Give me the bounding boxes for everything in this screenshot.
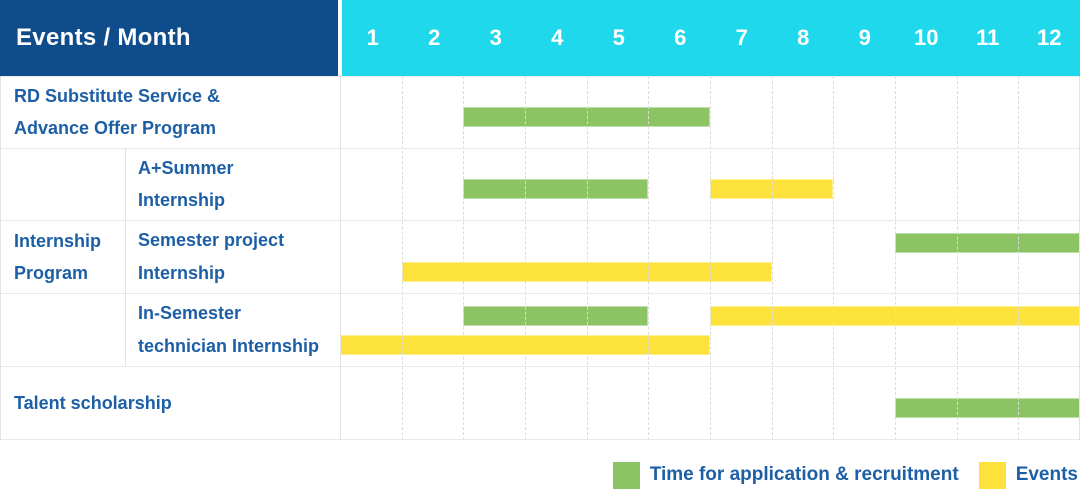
legend: Time for application & recruitment Event… bbox=[612, 461, 1078, 489]
grid-hline bbox=[0, 293, 1080, 294]
month-gridline bbox=[895, 76, 896, 440]
grid-hline bbox=[0, 366, 1080, 367]
table-header-title: Events / Month bbox=[16, 24, 191, 51]
grid-vline-group-divider bbox=[125, 148, 126, 366]
month-label-5: 5 bbox=[612, 25, 625, 50]
month-label-1: 1 bbox=[366, 25, 379, 50]
month-label-7: 7 bbox=[735, 25, 748, 50]
row-label-text: Semester project Internship bbox=[138, 230, 285, 283]
month-gridline bbox=[525, 76, 526, 440]
gantt-bar-application-recruitment bbox=[895, 398, 1080, 418]
gantt-chart-area bbox=[340, 76, 1080, 440]
month-label-4: 4 bbox=[551, 25, 564, 50]
grid-vline-left-border bbox=[0, 76, 1, 440]
legend-swatch-events bbox=[978, 461, 1006, 489]
group-label-internship-program: Internship Program bbox=[0, 148, 125, 366]
legend-label-events: Events bbox=[1015, 464, 1078, 485]
month-gridline bbox=[401, 76, 403, 440]
row-label-talent-scholarship: Talent scholarship bbox=[0, 366, 340, 440]
row-label-text: In-Semester technician Internship bbox=[138, 303, 320, 356]
grid-hline bbox=[0, 148, 1080, 149]
month-label-11: 11 bbox=[976, 25, 1000, 50]
month-gridline bbox=[463, 76, 465, 440]
month-gridline bbox=[648, 76, 650, 440]
grid-hline bbox=[0, 220, 1080, 221]
month-gridline bbox=[956, 76, 958, 440]
month-label-2: 2 bbox=[428, 25, 441, 50]
row-label-semester-project-internship: Semester project Internship bbox=[125, 220, 340, 293]
grid-vline-labels-chart-divider bbox=[340, 76, 341, 440]
month-gridline bbox=[833, 76, 835, 440]
grid-hline bbox=[0, 76, 1080, 77]
row-label-rd-substitute-service: RD Substitute Service & Advance Offer Pr… bbox=[0, 76, 340, 148]
group-label-text: Internship Program bbox=[14, 230, 102, 283]
legend-swatch-application-recruitment bbox=[612, 461, 640, 489]
month-label-10: 10 bbox=[914, 25, 939, 50]
row-label-text: A+Summer Internship bbox=[138, 157, 234, 210]
month-header-row: 1 2 3 4 5 6 7 8 9 10 11 12 bbox=[342, 0, 1080, 76]
row-label-text: Talent scholarship bbox=[14, 392, 172, 413]
row-label-in-semester-technician-internship: In-Semester technician Internship bbox=[125, 293, 340, 366]
month-label-12: 12 bbox=[1037, 25, 1062, 50]
table-header-cell: Events / Month bbox=[0, 0, 338, 76]
month-gridline bbox=[710, 76, 711, 440]
legend-label-application-recruitment: Time for application & recruitment bbox=[649, 464, 959, 485]
grid-hline-bottom-border bbox=[0, 439, 1080, 440]
gantt-bar-application-recruitment bbox=[463, 179, 649, 199]
month-gridline bbox=[1018, 76, 1020, 440]
month-gridline bbox=[771, 76, 773, 440]
gantt-bar-application-recruitment bbox=[463, 306, 649, 326]
month-label-9: 9 bbox=[858, 25, 871, 50]
month-label-6: 6 bbox=[674, 25, 687, 50]
gantt-bar-application-recruitment bbox=[895, 233, 1080, 253]
month-label-8: 8 bbox=[797, 25, 810, 50]
month-label-3: 3 bbox=[489, 25, 502, 50]
month-gridline bbox=[586, 76, 588, 440]
row-label-a-plus-summer-internship: A+Summer Internship bbox=[125, 148, 340, 220]
row-label-text: RD Substitute Service & Advance Offer Pr… bbox=[14, 85, 221, 138]
